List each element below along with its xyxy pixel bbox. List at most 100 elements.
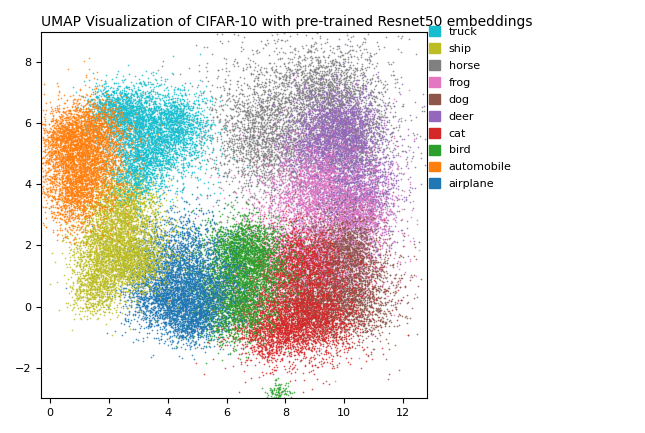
- Point: [115, 105, 125, 112]
- Point: [306, 200, 317, 207]
- Point: [118, 237, 128, 244]
- Point: [126, 115, 137, 122]
- Point: [221, 124, 231, 131]
- Point: [305, 267, 315, 274]
- Point: [284, 157, 294, 164]
- Point: [355, 117, 366, 124]
- Point: [295, 239, 305, 246]
- Point: [115, 188, 125, 195]
- Point: [166, 299, 177, 306]
- Point: [185, 279, 195, 286]
- Point: [375, 310, 385, 317]
- Point: [118, 268, 128, 275]
- Point: [234, 249, 244, 255]
- Point: [275, 270, 285, 277]
- Point: [102, 330, 112, 337]
- Point: [353, 260, 363, 267]
- Point: [267, 94, 277, 101]
- Point: [88, 183, 99, 190]
- Point: [248, 239, 258, 246]
- Point: [108, 242, 119, 249]
- Point: [453, 230, 464, 237]
- Point: [292, 310, 302, 317]
- Point: [243, 117, 253, 124]
- Point: [311, 214, 321, 221]
- Point: [364, 297, 374, 304]
- Point: [92, 125, 102, 132]
- Point: [179, 275, 189, 281]
- Point: [103, 187, 114, 194]
- Point: [215, 260, 226, 267]
- Point: [253, 308, 263, 315]
- Point: [335, 232, 346, 239]
- Point: [90, 198, 101, 205]
- Point: [75, 172, 85, 179]
- Point: [121, 182, 132, 189]
- Point: [73, 120, 83, 127]
- Point: [305, 299, 315, 306]
- Point: [109, 189, 119, 196]
- Point: [82, 150, 92, 157]
- Point: [106, 272, 117, 279]
- Point: [97, 204, 107, 210]
- Point: [362, 269, 372, 276]
- Point: [95, 238, 106, 245]
- Point: [295, 164, 306, 171]
- Point: [328, 279, 338, 286]
- Point: [69, 125, 79, 132]
- Point: [117, 236, 128, 243]
- Point: [255, 233, 266, 239]
- Point: [276, 283, 286, 290]
- Point: [352, 59, 362, 66]
- Point: [375, 194, 385, 201]
- Point: [173, 335, 183, 342]
- Point: [265, 271, 275, 278]
- Point: [214, 284, 224, 291]
- Point: [206, 262, 217, 268]
- Point: [124, 130, 135, 137]
- Point: [256, 68, 266, 75]
- Point: [295, 116, 305, 123]
- Point: [328, 184, 338, 191]
- Point: [66, 177, 76, 184]
- Point: [326, 223, 336, 229]
- Point: [104, 293, 115, 300]
- Point: [247, 110, 257, 117]
- Point: [348, 159, 359, 166]
- Point: [197, 149, 208, 155]
- Point: [321, 78, 331, 84]
- Point: [292, 286, 302, 293]
- Point: [333, 165, 343, 171]
- Point: [364, 246, 374, 252]
- Point: [317, 231, 327, 238]
- Point: [307, 186, 317, 193]
- Point: [273, 200, 283, 207]
- Point: [254, 228, 264, 235]
- Point: [179, 85, 189, 92]
- Point: [345, 101, 355, 108]
- Point: [294, 168, 304, 175]
- Point: [293, 248, 304, 255]
- Point: [346, 166, 357, 173]
- Point: [124, 167, 135, 174]
- Point: [149, 255, 159, 262]
- Point: [306, 240, 316, 247]
- Point: [183, 292, 194, 299]
- Point: [161, 149, 172, 155]
- Point: [243, 246, 253, 253]
- Point: [278, 244, 288, 251]
- Point: [144, 104, 154, 111]
- Point: [178, 146, 188, 153]
- Point: [71, 138, 81, 145]
- Point: [199, 273, 210, 280]
- Point: [277, 303, 288, 310]
- Point: [123, 178, 134, 185]
- Point: [95, 135, 105, 142]
- Point: [284, 277, 295, 284]
- Point: [194, 250, 204, 257]
- Point: [385, 170, 395, 177]
- Point: [301, 329, 311, 336]
- Point: [319, 71, 329, 78]
- Point: [157, 236, 168, 243]
- Point: [244, 259, 254, 266]
